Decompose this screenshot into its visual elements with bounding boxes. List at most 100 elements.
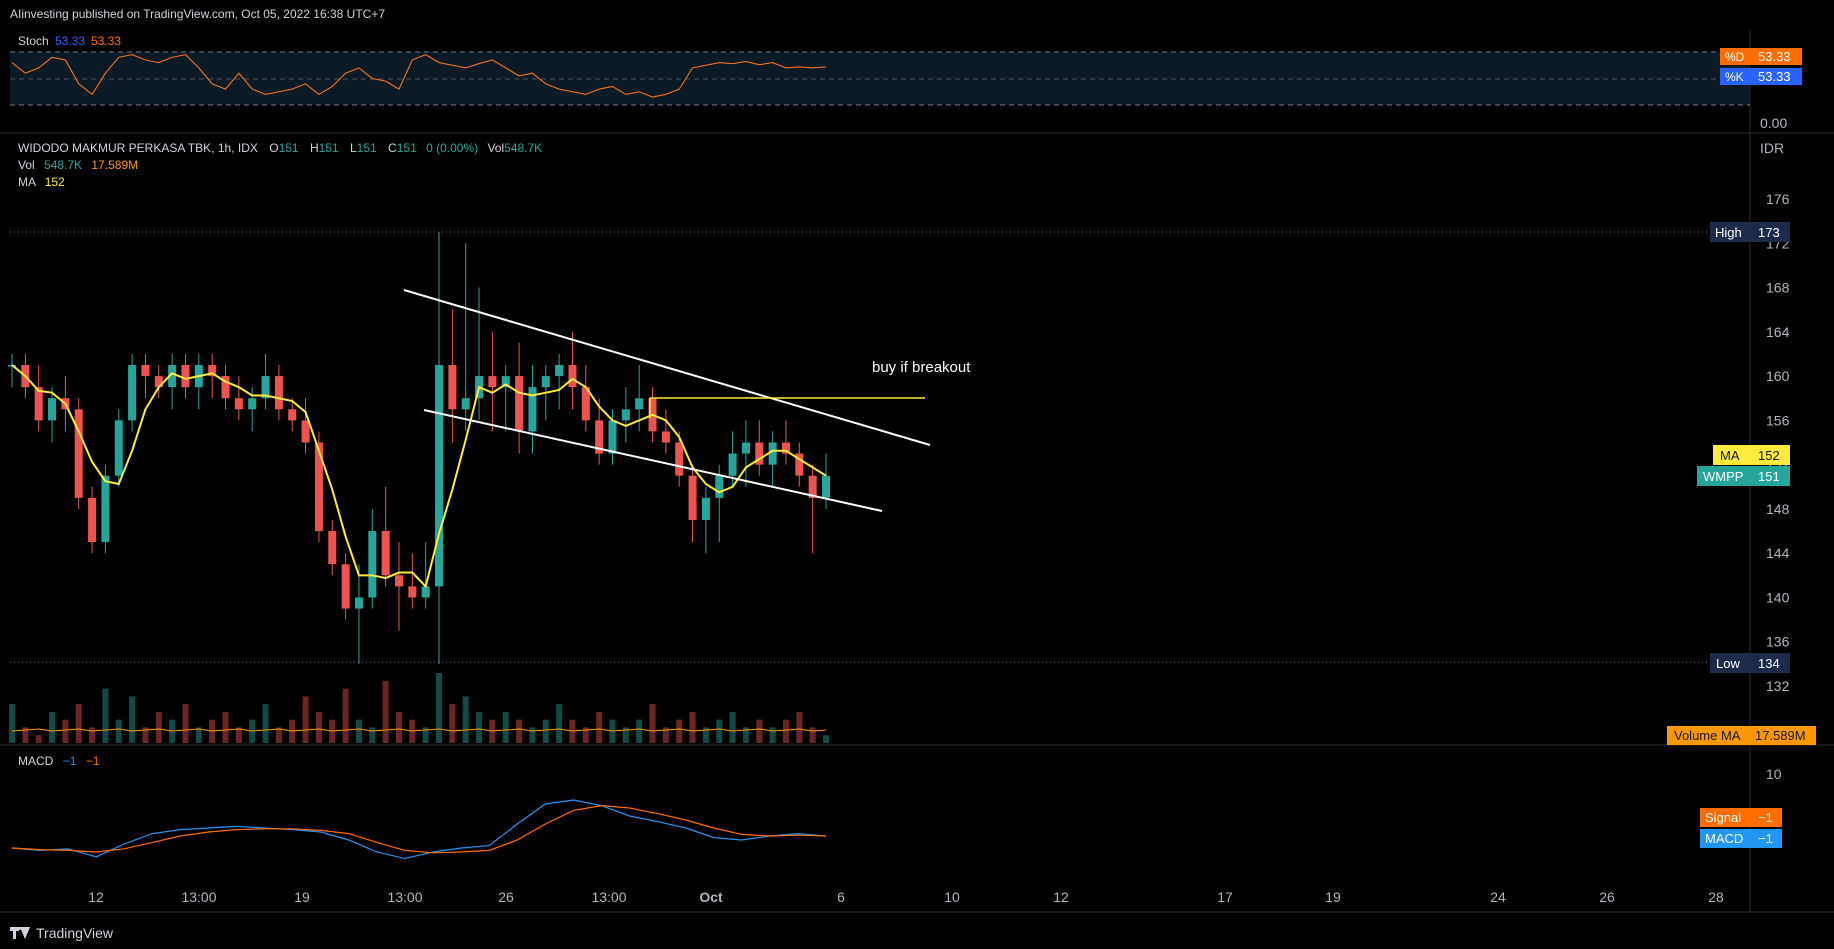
price-axis-tick: 136 (1766, 634, 1790, 650)
time-axis-tick: Oct (699, 889, 723, 905)
candle-body (822, 475, 830, 498)
channel-lower-trendline[interactable] (423, 409, 883, 512)
volume-bar (636, 719, 643, 743)
volume-bar (422, 727, 429, 743)
tradingview-logo-icon (10, 927, 30, 939)
volume-bar (796, 711, 803, 743)
volume-bar (89, 727, 96, 743)
volume-bar (676, 719, 683, 743)
candle-body (555, 365, 564, 377)
svg-text:−1: −1 (1758, 810, 1773, 825)
volume-bar (129, 696, 136, 743)
candle-body (515, 376, 524, 432)
candle-body (421, 586, 430, 598)
macd-line (11, 799, 827, 860)
candle-body (781, 442, 790, 454)
footer-brand: TradingView (36, 925, 114, 941)
macd-legend-text: MACD −1 −1 (18, 754, 100, 768)
candle-body (394, 575, 403, 587)
channel-upper-trendline[interactable] (403, 289, 931, 446)
candle-body (728, 453, 737, 476)
candle-body (274, 376, 283, 410)
time-axis-tick: 19 (1325, 889, 1341, 905)
volume-bar (222, 711, 229, 743)
stoch-axis-tick: 0.00 (1760, 115, 1787, 131)
candle-body (408, 586, 417, 598)
signal-badge: Signal −1 (1700, 808, 1782, 827)
candle-body (528, 387, 537, 432)
candle-body (341, 564, 350, 609)
volume-bar (689, 711, 696, 743)
volume-bar (729, 711, 736, 743)
candle-body (101, 475, 110, 543)
volume-bar (809, 727, 816, 743)
time-axis-tick: 19 (294, 889, 310, 905)
svg-text:%D: %D (1725, 50, 1745, 64)
volume-bar (516, 719, 523, 743)
last-price-badge: WMPP 151 (1697, 466, 1790, 486)
volume-bar (9, 704, 15, 743)
svg-text:151: 151 (1758, 469, 1780, 484)
volume-bar (35, 735, 42, 743)
price-axis-tick: 164 (1766, 324, 1790, 340)
volume-bar (342, 688, 349, 743)
candle-series (8, 232, 830, 664)
time-axis[interactable]: 12 13:00 19 13:00 26 13:00 Oct 6 10 12 17 19 24 26 28 (88, 889, 1724, 905)
annotation-text[interactable]: buy if breakout (872, 359, 971, 376)
volume-bar (382, 680, 389, 743)
candle-body (488, 376, 497, 388)
candle-body (221, 376, 230, 399)
candle-body (301, 420, 310, 443)
volume-bar (716, 719, 723, 743)
volume-bar (462, 696, 469, 743)
svg-text:53.33: 53.33 (1758, 69, 1791, 84)
candle-body (741, 442, 750, 454)
volume-bar (529, 727, 536, 743)
time-axis-tick: 10 (944, 889, 960, 905)
volume-bar (395, 711, 402, 743)
volume-bar (315, 711, 322, 743)
footer: TradingView (10, 925, 113, 941)
volume-bar (823, 735, 829, 743)
candle-body (795, 453, 804, 476)
macd-axis-tick: 10 (1766, 766, 1782, 782)
symbol-legend: WIDODO MAKMUR PERKASA TBK, 1h, IDX O151 … (18, 141, 542, 189)
svg-text:Signal: Signal (1705, 810, 1741, 825)
candle-body (328, 531, 337, 565)
volume-ma-line (11, 728, 827, 732)
svg-text:MA: MA (1720, 448, 1740, 463)
candle-body (608, 420, 617, 454)
candle-body (208, 365, 217, 377)
candle-body (541, 376, 550, 388)
svg-text:MACD: MACD (1705, 831, 1743, 846)
candle-body (661, 431, 670, 443)
signal-line (11, 804, 827, 854)
price-axis-tick: 132 (1766, 678, 1790, 694)
svg-text:53.33: 53.33 (1758, 49, 1791, 64)
volume-bar (756, 719, 763, 743)
candle-body (381, 531, 390, 576)
price-axis-tick: 160 (1766, 368, 1790, 384)
candle-body (141, 365, 150, 377)
candle-body (635, 398, 644, 410)
volume-bar (262, 704, 269, 743)
candle-body (128, 365, 137, 421)
legend-symbol-line: WIDODO MAKMUR PERKASA TBK, 1h, IDX O151 … (18, 141, 542, 155)
time-axis-tick: 28 (1708, 889, 1724, 905)
candle-body (581, 387, 590, 421)
time-axis-tick: 26 (498, 889, 514, 905)
time-axis-tick: 17 (1217, 889, 1233, 905)
candle-body (435, 365, 444, 587)
stoch-legend-label: Stoch (18, 34, 49, 48)
volume-ma-badge: Volume MA 17.589M (1667, 726, 1816, 745)
volume-bar (476, 711, 483, 743)
currency-label: IDR (1760, 140, 1784, 156)
candle-body (114, 420, 123, 476)
svg-text:17.589M: 17.589M (1755, 728, 1806, 743)
candle-body (261, 376, 270, 399)
volume-bar (235, 727, 242, 743)
svg-text:Volume MA: Volume MA (1674, 728, 1741, 743)
stoch-legend: Stoch 53.33 53.33 (18, 34, 121, 48)
volume-bar (22, 727, 29, 743)
